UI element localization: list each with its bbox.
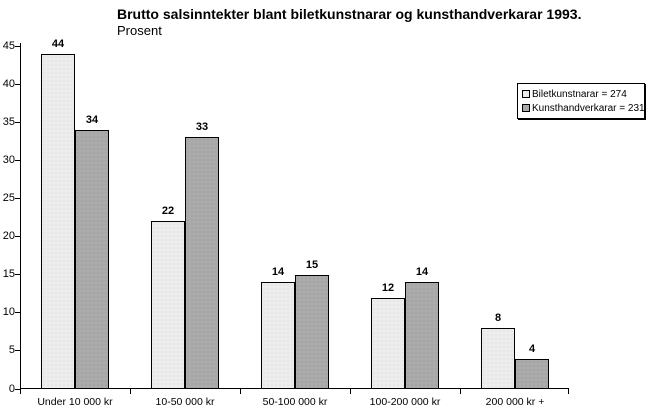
- legend-label-biletkunstnarar: Biletkunstnarar = 274: [532, 88, 627, 100]
- bar-value-label: 4: [528, 342, 536, 355]
- x-category-label: Under 10 000 kr: [37, 396, 113, 408]
- y-tick-mark: [15, 197, 20, 199]
- bar-value-label: 34: [85, 113, 99, 126]
- x-tick-mark: [20, 388, 21, 394]
- y-tick-label: 40: [2, 77, 15, 90]
- bar-series1-cat3: [405, 282, 439, 389]
- x-tick-mark: [240, 388, 241, 394]
- legend: Biletkunstnarar = 274 Kunsthandverkarar …: [517, 83, 645, 119]
- x-category-label: 200 000 kr +: [485, 396, 545, 408]
- legend-label-kunsthandverkarar: Kunsthandverkarar = 231: [532, 102, 645, 114]
- bar-value-label: 33: [195, 121, 209, 134]
- y-axis-line: [20, 43, 21, 389]
- bar-series1-cat2: [295, 274, 329, 389]
- legend-item-kunsthandverkarar: Kunsthandverkarar = 231: [522, 101, 645, 115]
- x-tick-mark: [130, 388, 131, 394]
- bar-series0-cat0: [41, 53, 75, 389]
- y-tick-label: 45: [2, 39, 15, 52]
- y-tick-label: 30: [2, 153, 15, 166]
- y-tick-mark: [15, 350, 20, 352]
- x-category-label: 10-50 000 kr: [155, 396, 215, 408]
- y-tick-label: 10: [2, 306, 15, 319]
- bar-value-label: 12: [381, 281, 395, 294]
- y-tick-mark: [15, 159, 20, 161]
- x-category-label: 50-100 000 kr: [262, 396, 328, 408]
- y-tick-mark: [15, 274, 20, 276]
- bar-value-label: 22: [161, 205, 175, 218]
- bar-series0-cat4: [481, 328, 515, 389]
- bar-series0-cat3: [371, 297, 405, 389]
- bar-value-label: 15: [305, 258, 319, 271]
- y-tick-mark: [15, 45, 20, 47]
- x-category-label: 100-200 000 kr: [369, 396, 441, 408]
- y-tick-mark: [15, 236, 20, 238]
- x-tick-mark: [460, 388, 461, 394]
- legend-item-biletkunstnarar: Biletkunstnarar = 274: [522, 87, 640, 101]
- bar-value-label: 14: [271, 266, 285, 279]
- bar-value-label: 44: [51, 37, 65, 50]
- bar-series0-cat2: [261, 282, 295, 389]
- y-tick-mark: [15, 83, 20, 85]
- y-tick-label: 0: [8, 382, 15, 395]
- chart-title: Brutto salsinntekter blant biletkunstnar…: [117, 6, 582, 22]
- y-tick-mark: [15, 312, 20, 314]
- bar-series1-cat0: [75, 129, 109, 389]
- bar-series1-cat4: [515, 358, 549, 389]
- bar-value-label: 14: [415, 266, 429, 279]
- bar-series1-cat1: [185, 137, 219, 389]
- bar-series0-cat1: [151, 221, 185, 389]
- y-tick-label: 20: [2, 230, 15, 243]
- y-tick-label: 25: [2, 191, 15, 204]
- y-tick-label: 5: [8, 344, 15, 357]
- y-tick-label: 15: [2, 268, 15, 281]
- legend-marker-light-square-icon: [522, 90, 530, 98]
- legend-marker-dark-square-icon: [522, 104, 530, 112]
- chart-subtitle: Prosent: [117, 23, 162, 38]
- y-tick-mark: [15, 121, 20, 123]
- x-tick-mark: [568, 388, 569, 394]
- y-tick-mark: [15, 388, 20, 390]
- y-tick-label: 35: [2, 115, 15, 128]
- x-tick-mark: [350, 388, 351, 394]
- bar-value-label: 8: [494, 312, 502, 325]
